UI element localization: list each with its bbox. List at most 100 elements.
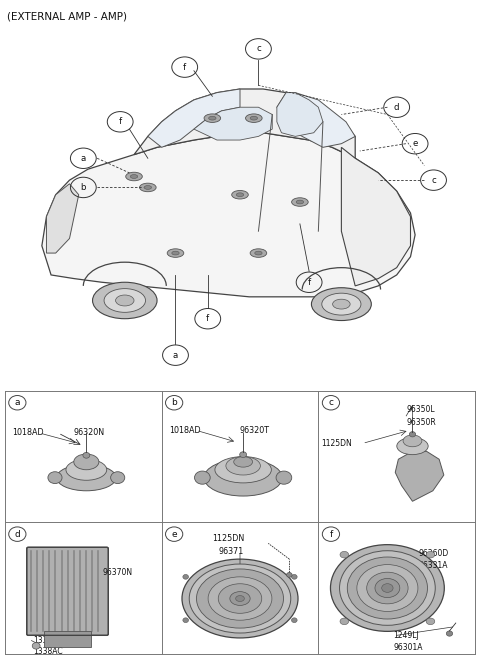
Text: 1249LJ: 1249LJ	[394, 631, 420, 640]
Text: 96360D: 96360D	[419, 549, 449, 558]
Ellipse shape	[144, 185, 152, 189]
Ellipse shape	[322, 293, 361, 315]
Ellipse shape	[246, 114, 262, 122]
Ellipse shape	[194, 471, 210, 484]
Text: c: c	[431, 175, 436, 185]
Ellipse shape	[397, 438, 428, 455]
Ellipse shape	[232, 191, 248, 199]
Circle shape	[409, 432, 416, 437]
Ellipse shape	[126, 172, 142, 181]
Ellipse shape	[182, 559, 298, 638]
Text: a: a	[81, 154, 86, 163]
Ellipse shape	[296, 200, 303, 204]
Ellipse shape	[167, 249, 184, 258]
Ellipse shape	[116, 295, 134, 306]
Ellipse shape	[208, 577, 272, 620]
Ellipse shape	[312, 288, 372, 321]
Ellipse shape	[403, 435, 422, 447]
Ellipse shape	[209, 116, 216, 120]
Ellipse shape	[140, 183, 156, 192]
FancyBboxPatch shape	[27, 547, 108, 635]
Text: b: b	[81, 183, 86, 192]
Polygon shape	[277, 93, 355, 147]
Bar	[44, 631, 91, 647]
Circle shape	[291, 618, 297, 623]
Ellipse shape	[196, 569, 284, 628]
Ellipse shape	[234, 457, 252, 467]
Ellipse shape	[172, 251, 179, 255]
Text: e: e	[171, 530, 177, 539]
Circle shape	[183, 574, 189, 579]
Ellipse shape	[226, 457, 260, 475]
Polygon shape	[134, 89, 355, 158]
Text: 1018AD: 1018AD	[169, 426, 201, 435]
Ellipse shape	[348, 557, 428, 619]
Ellipse shape	[57, 464, 116, 491]
Circle shape	[83, 453, 90, 458]
Polygon shape	[341, 147, 410, 286]
Text: 1125DN: 1125DN	[322, 439, 352, 448]
Circle shape	[183, 618, 189, 623]
Text: c: c	[256, 45, 261, 53]
Text: c: c	[328, 398, 334, 407]
Text: d: d	[394, 102, 399, 112]
Ellipse shape	[110, 472, 125, 484]
Ellipse shape	[340, 618, 348, 625]
Ellipse shape	[375, 578, 400, 598]
Text: 96331A: 96331A	[419, 561, 448, 570]
Ellipse shape	[426, 618, 435, 625]
Text: 96370N: 96370N	[102, 568, 132, 577]
Text: 96320N: 96320N	[74, 428, 105, 438]
Ellipse shape	[131, 175, 138, 179]
Polygon shape	[42, 133, 415, 297]
Text: f: f	[183, 62, 186, 72]
Text: a: a	[173, 351, 178, 359]
Text: f: f	[329, 530, 333, 539]
Text: 96371: 96371	[218, 547, 243, 556]
Text: 96350R: 96350R	[406, 418, 436, 427]
Circle shape	[291, 574, 297, 579]
Text: f: f	[308, 278, 311, 286]
Ellipse shape	[204, 459, 282, 496]
Ellipse shape	[236, 595, 244, 602]
Polygon shape	[148, 89, 240, 147]
Text: 96350L: 96350L	[406, 405, 435, 414]
Ellipse shape	[426, 551, 435, 558]
Text: b: b	[171, 398, 177, 407]
Ellipse shape	[357, 564, 418, 612]
Ellipse shape	[255, 251, 262, 255]
Ellipse shape	[215, 457, 271, 483]
Ellipse shape	[204, 114, 221, 122]
Text: 1338AC: 1338AC	[33, 646, 63, 656]
Text: 96301A: 96301A	[394, 643, 423, 652]
Polygon shape	[47, 184, 79, 253]
Ellipse shape	[276, 471, 292, 484]
Ellipse shape	[339, 551, 435, 625]
Text: f: f	[206, 314, 209, 323]
Ellipse shape	[74, 454, 99, 470]
Ellipse shape	[340, 551, 348, 558]
Ellipse shape	[333, 299, 350, 309]
Ellipse shape	[250, 116, 257, 120]
Ellipse shape	[330, 545, 444, 631]
Ellipse shape	[250, 249, 267, 258]
Ellipse shape	[292, 198, 308, 206]
Circle shape	[446, 631, 453, 636]
Polygon shape	[395, 451, 444, 501]
Circle shape	[287, 572, 292, 578]
Ellipse shape	[104, 288, 145, 312]
Circle shape	[240, 452, 247, 457]
Circle shape	[32, 643, 40, 649]
Ellipse shape	[230, 591, 250, 606]
Text: a: a	[14, 398, 20, 407]
Ellipse shape	[367, 572, 408, 604]
Ellipse shape	[48, 472, 62, 484]
Polygon shape	[194, 107, 272, 140]
Ellipse shape	[66, 459, 107, 480]
Text: f: f	[119, 118, 122, 126]
Text: d: d	[14, 530, 20, 539]
Ellipse shape	[382, 583, 393, 593]
Text: 1339CC: 1339CC	[33, 636, 63, 645]
Ellipse shape	[236, 193, 244, 196]
Text: 1125DN: 1125DN	[212, 533, 244, 543]
